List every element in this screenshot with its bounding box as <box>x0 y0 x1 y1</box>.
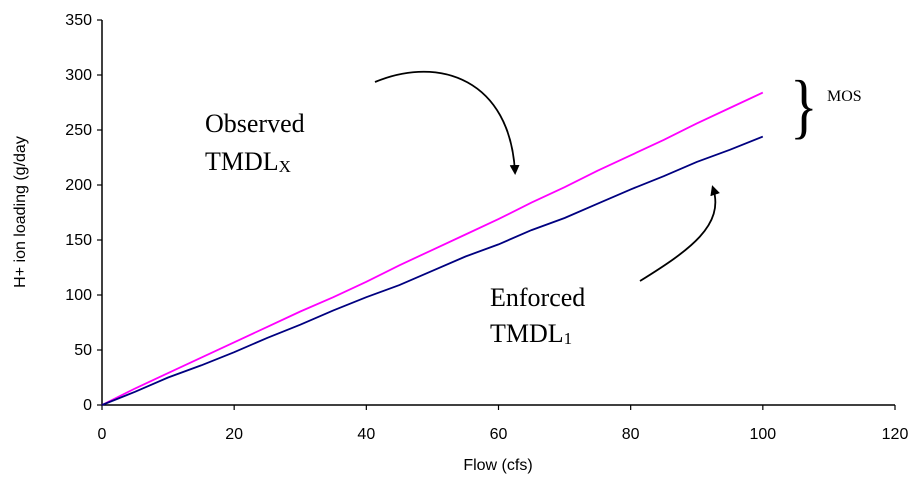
series-line-1 <box>101 91 764 406</box>
y-tick-label: 50 <box>74 342 92 359</box>
ticks: 0 50 100 150 200 250 300 350 0 20 40 60 80 100 120 <box>65 12 908 443</box>
series-group <box>101 91 764 406</box>
mos-label: MOS <box>827 88 862 105</box>
y-tick-label: 100 <box>65 287 92 304</box>
x-tick-label: 80 <box>622 426 640 443</box>
annotation-observed-tmdl: TMDL <box>205 147 279 176</box>
y-tick-label: 150 <box>65 232 92 249</box>
annotation-observed-line2: TMDLX <box>205 147 291 176</box>
y-axis-title: H+ ion loading (g/day <box>12 136 29 288</box>
annotation-enforced: Enforced TMDL1 <box>490 185 720 348</box>
x-axis-title: Flow (cfs) <box>463 457 532 474</box>
annotation-enforced-line2: TMDL1 <box>490 319 572 348</box>
annotation-mos: } MOS <box>790 67 862 147</box>
series-line-2 <box>101 135 764 406</box>
x-tick-label: 100 <box>749 426 776 443</box>
x-tick-label: 20 <box>225 426 243 443</box>
annotation-enforced-line1: Enforced <box>490 283 585 312</box>
y-tick-label: 350 <box>65 12 92 29</box>
x-tick-label: 40 <box>357 426 375 443</box>
mos-brace: } <box>790 67 818 147</box>
annotation-observed-sub: X <box>279 157 291 176</box>
arrow-enforced <box>639 185 720 282</box>
y-tick-label: 200 <box>65 177 92 194</box>
y-tick-label: 300 <box>65 67 92 84</box>
y-tick-label: 0 <box>83 397 92 414</box>
annotation-enforced-tmdl: TMDL <box>490 319 564 348</box>
arrow-observed <box>374 70 520 175</box>
annotation-observed-line1: Observed <box>205 109 305 138</box>
x-tick-label: 60 <box>490 426 508 443</box>
annotation-enforced-sub: 1 <box>564 329 573 348</box>
annotation-observed: Observed TMDLX <box>205 70 520 176</box>
x-tick-label: 120 <box>882 426 909 443</box>
x-tick-label: 0 <box>98 426 107 443</box>
y-tick-label: 250 <box>65 122 92 139</box>
